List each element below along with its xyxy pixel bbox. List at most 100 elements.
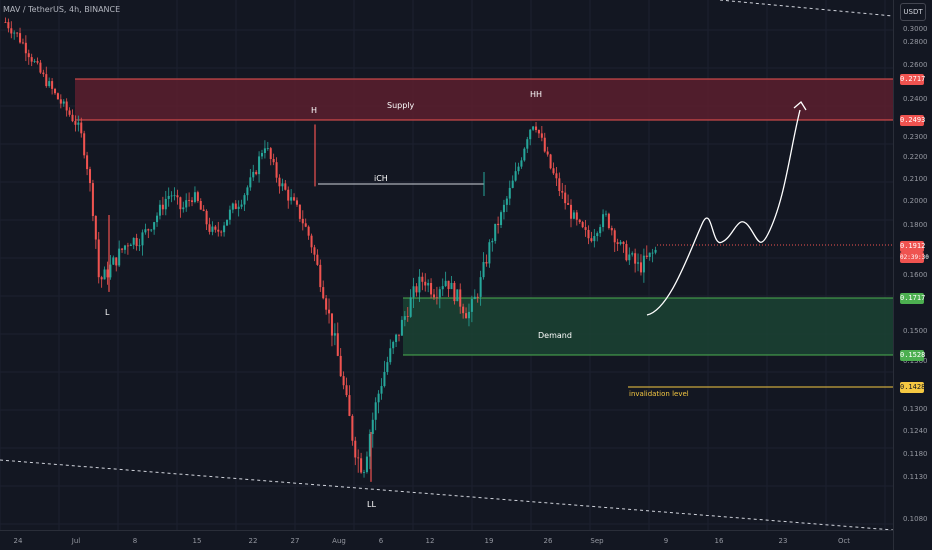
candle-body [619,241,622,245]
price-tick: 0.1360 [903,357,928,365]
candle-body [132,237,135,245]
candle-body [272,159,275,163]
ll-label: LL [367,500,376,509]
candle-body [228,209,231,220]
time-tick: Jul [71,537,81,545]
candle-body [488,242,491,264]
time-tick: Aug [332,537,346,545]
time-axis-separator [0,530,893,531]
supply-label: Supply [387,101,415,110]
candle-body [293,197,296,201]
candle-body [578,219,581,223]
candle-body [558,178,561,192]
candle-body [121,248,124,250]
demand-label: Demand [538,331,572,340]
candle-body [48,81,51,87]
candle-body [508,187,511,199]
candle-body [161,204,164,210]
time-tick: 22 [248,537,258,545]
candle-body [179,197,182,210]
time-tick: 9 [663,537,669,545]
candle-body [348,395,351,416]
price-tick: 0.1300 [903,405,928,413]
candle-body [298,204,301,219]
candle-body [246,187,249,196]
candle-body [106,269,109,278]
candle-body [482,262,485,278]
candle-body [322,287,325,299]
candle-body [167,195,170,199]
candle-body [342,376,345,386]
candle-body [77,122,80,125]
currency-button[interactable]: USDT [900,3,926,21]
price-tick: 0.1800 [903,221,928,229]
hh-label: HH [530,90,543,99]
candle-body [313,247,316,255]
candle-body [447,280,450,290]
candle-body [53,88,57,94]
candle-body [295,200,298,205]
candle-body [473,296,476,300]
candle-body [418,276,421,293]
candle-body [138,245,141,247]
candle-body [427,282,430,286]
candle-body [269,148,272,160]
price-tick: 0.1080 [903,515,928,523]
candle-body [118,248,121,266]
candle-body [258,156,261,175]
candle-body [450,282,453,290]
candle-body [491,240,494,243]
candle-body [622,241,625,245]
candle-body [16,32,19,34]
price-tick: 0.2800 [903,38,928,46]
candle-body [304,223,307,227]
candle-body [497,223,500,226]
candle-body [485,262,488,264]
candle-body [193,192,196,203]
candle-body [240,204,243,207]
candle-body [453,282,456,302]
candle-body [616,242,619,245]
candle-body [357,457,360,459]
candle-body [389,348,392,363]
candle-body [223,225,226,233]
candle-body [86,155,89,170]
candle-body [263,148,266,154]
demand-zone [403,298,893,355]
l-label: L [105,308,110,317]
candle-body [470,299,473,312]
time-tick: 24 [13,537,23,545]
candle-body [561,191,564,193]
candle-body [59,99,62,104]
candle-body [360,458,363,473]
candle-body [129,244,132,247]
candle-body [80,122,83,134]
candle-body [123,245,127,250]
current-price-tag: 0.1912 [900,241,926,252]
candle-body [476,296,479,298]
candle-body [153,222,156,230]
candle-body [30,57,33,62]
candle-body [575,212,578,220]
candle-body [625,244,628,261]
candle-body [68,110,71,115]
candle-body [281,183,284,187]
candle-body [158,204,161,216]
candle-body [520,160,523,167]
price-tick: 0.1180 [903,450,928,458]
candle-body [266,148,269,149]
candle-body [13,32,16,34]
supply-zone [75,79,893,120]
candle-body [307,226,310,236]
candle-body [368,433,371,457]
time-tick: 27 [290,537,300,545]
candle-body [424,281,427,286]
candle-body [631,253,634,255]
candle-body [444,280,447,287]
candle-body [185,200,188,208]
candle-body [115,257,118,266]
candle-body [395,334,398,342]
candle-body [88,169,92,184]
